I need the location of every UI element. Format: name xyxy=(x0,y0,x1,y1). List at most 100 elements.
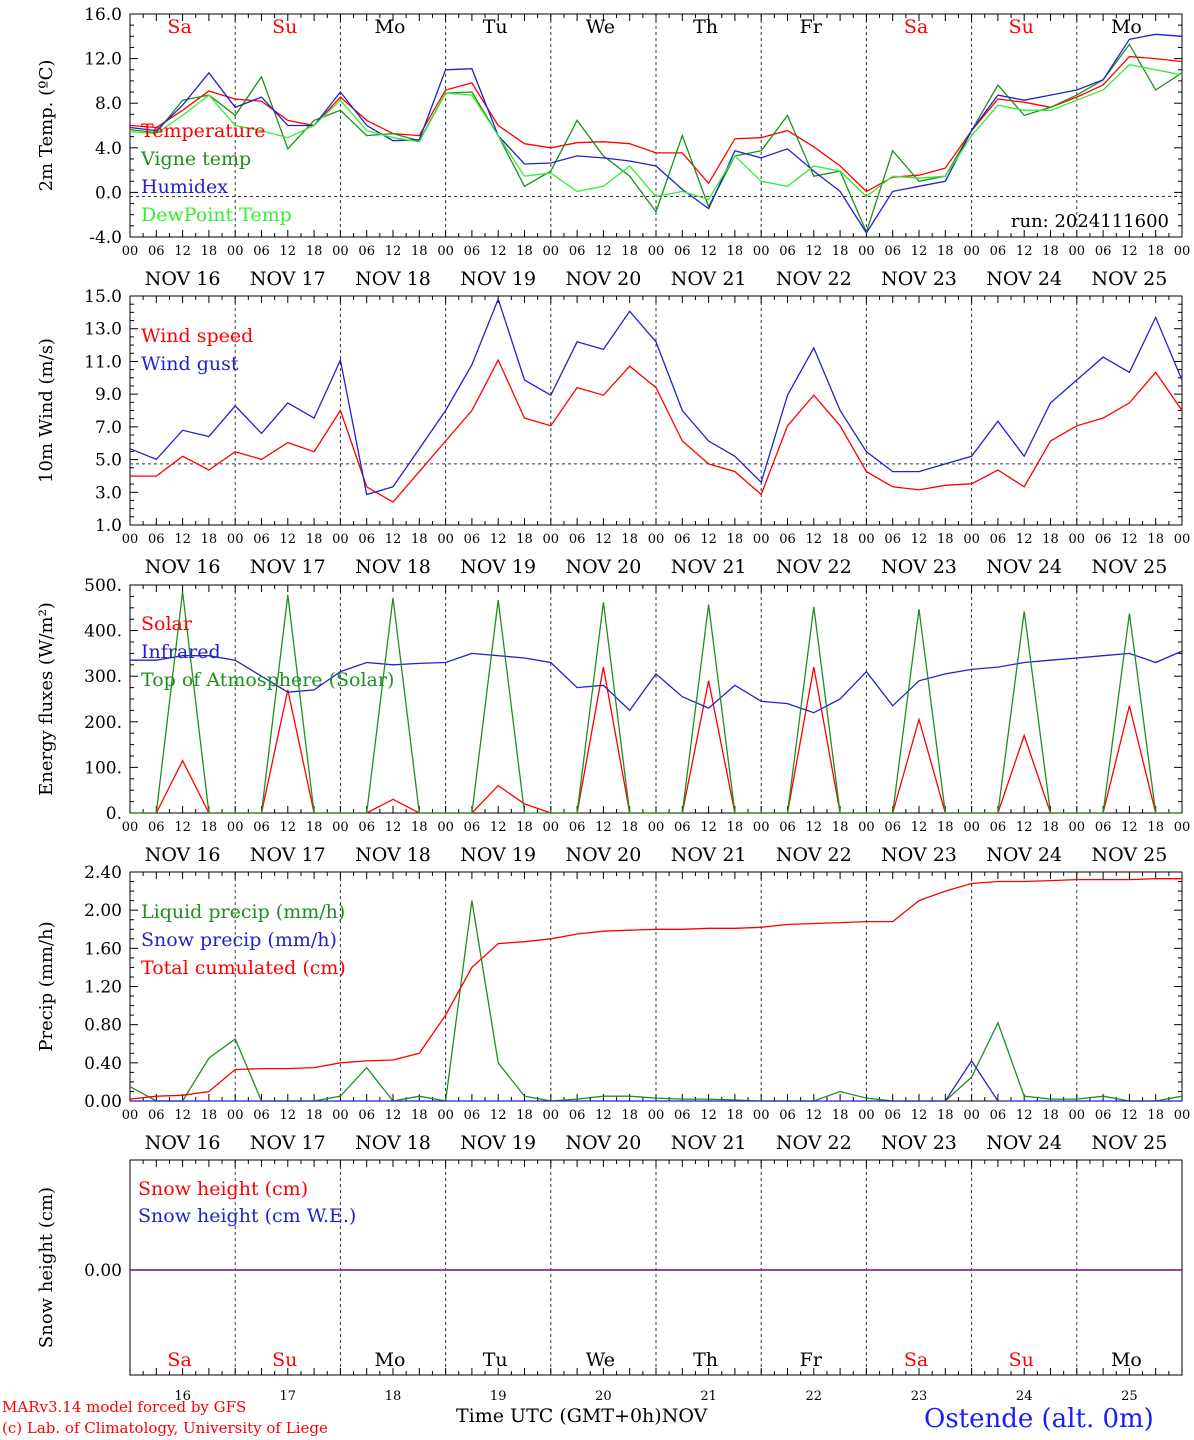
day-abbr-sa: Sa xyxy=(167,16,191,38)
panel-1-date-label: NOV 23 xyxy=(881,268,957,290)
panel-4-hour-label: 12 xyxy=(385,1108,402,1123)
panel-3-y-tick-label: 300. xyxy=(84,667,122,687)
panel-3-hour-label: 18 xyxy=(1147,820,1164,835)
panel-4-date-label: NOV 21 xyxy=(671,1132,747,1154)
panel-2-date-label: NOV 25 xyxy=(1091,556,1167,578)
panel-4-hour-label: 06 xyxy=(464,1108,481,1123)
panel-2-y-tick-label: 11.0 xyxy=(84,352,122,372)
panel-1-hour-label: 00 xyxy=(122,244,139,259)
panel-1-y-tick-label: 8.0 xyxy=(95,94,122,114)
panel-4-y-tick-label: 2.00 xyxy=(84,901,122,921)
panel-2-y-tick-label: 7.0 xyxy=(95,418,122,438)
panel-4-hour-label: 18 xyxy=(1147,1108,1164,1123)
panel-2-hour-label: 06 xyxy=(464,532,481,547)
panel-4-hour-label: 00 xyxy=(332,1108,349,1123)
panel-2-date-label: NOV 23 xyxy=(881,556,957,578)
panel-4-hour-label: 12 xyxy=(595,1108,612,1123)
panel-1-hour-label: 00 xyxy=(648,244,665,259)
panel-2-y-axis-label: 10m Wind (m/s) xyxy=(36,338,57,483)
panel-1-date-label: NOV 18 xyxy=(355,268,431,290)
panel-4-date-label: NOV 18 xyxy=(355,1132,431,1154)
panel-2-date-label: NOV 20 xyxy=(565,556,641,578)
panel-4-y-tick-label: 0.80 xyxy=(84,1016,122,1036)
panel-4-series-total-cumulated-cm xyxy=(129,878,1182,1100)
panel-4-legend-item: Snow precip (mm/h) xyxy=(141,929,337,951)
day-abbr-th: Th xyxy=(693,1349,718,1371)
panel-1-legend-item: Vigne temp xyxy=(140,148,251,170)
panel-3-hour-label: 00 xyxy=(1174,820,1191,835)
day-abbr-sa: Sa xyxy=(904,1349,928,1371)
day-abbr-su: Su xyxy=(272,16,297,38)
panel-4-hour-label: 12 xyxy=(1121,1108,1138,1123)
day-number-label: 21 xyxy=(700,1389,717,1404)
panel-1-hour-label: 18 xyxy=(1147,244,1164,259)
panel-1-y-tick-label: 12.0 xyxy=(84,50,122,70)
panel-1-legend-item: Humidex xyxy=(141,176,228,198)
panel-3-date-label: NOV 16 xyxy=(145,844,221,866)
panel-2-date-label: NOV 18 xyxy=(355,556,431,578)
panel-2-y-tick-label: 15.0 xyxy=(84,287,122,307)
panel-3-y-tick-label: 0. xyxy=(106,804,122,824)
panel-3-hour-label: 00 xyxy=(648,820,665,835)
panel-2-hour-label: 18 xyxy=(727,532,744,547)
day-abbr-su: Su xyxy=(272,1349,297,1371)
panel-1-hour-label: 18 xyxy=(727,244,744,259)
panel-1-hour-label: 12 xyxy=(280,244,297,259)
panel-1-hour-label: 12 xyxy=(911,244,928,259)
panel-2-hour-label: 00 xyxy=(753,532,770,547)
panel-4-date-label: NOV 16 xyxy=(145,1132,221,1154)
panel-1-hour-label: 00 xyxy=(1174,244,1191,259)
panel-2-date-label: NOV 24 xyxy=(986,556,1062,578)
panel-1-hour-label: 00 xyxy=(858,244,875,259)
day-number-label: 24 xyxy=(1016,1389,1033,1404)
panel-1-hour-label: 12 xyxy=(385,244,402,259)
lab-credit: (c) Lab. of Climatology, University of L… xyxy=(2,1419,328,1437)
panel-1-hour-label: 12 xyxy=(1121,244,1138,259)
panel-1-date-label: NOV 17 xyxy=(250,268,326,290)
panel-4-series-snow-precip-mm-h xyxy=(130,1059,1182,1102)
panel-1-date-label: NOV 20 xyxy=(565,268,641,290)
panel-4-hour-label: 18 xyxy=(201,1108,218,1123)
panel-3-hour-label: 00 xyxy=(753,820,770,835)
panel-2-date-label: NOV 21 xyxy=(671,556,747,578)
panel-2-hour-label: 12 xyxy=(700,532,717,547)
panel-1-hour-label: 18 xyxy=(306,244,323,259)
panel-3-date-label: NOV 25 xyxy=(1091,844,1167,866)
panel-2-hour-label: 06 xyxy=(358,532,375,547)
panel-1-hour-label: 00 xyxy=(437,244,454,259)
panel-3-hour-label: 06 xyxy=(253,820,270,835)
panel-1-date-label: NOV 19 xyxy=(460,268,536,290)
panel-1-hour-label: 18 xyxy=(1042,244,1059,259)
panel-4-hour-label: 06 xyxy=(358,1108,375,1123)
panel-2-hour-label: 00 xyxy=(332,532,349,547)
day-abbr-fr: Fr xyxy=(800,1349,823,1371)
panel-1-date-label: NOV 25 xyxy=(1091,268,1167,290)
panel-4-hour-label: 06 xyxy=(674,1108,691,1123)
panel-2-hour-label: 18 xyxy=(937,532,954,547)
panel-1-hour-label: 06 xyxy=(1095,244,1112,259)
panel-3-legend-item: Top of Atmosphere (Solar) xyxy=(141,669,394,691)
panel-3-date-label: NOV 20 xyxy=(565,844,641,866)
panel-2-hour-label: 00 xyxy=(1069,532,1086,547)
panel-1-hour-label: 00 xyxy=(227,244,244,259)
panel-2-hour-label: 06 xyxy=(253,532,270,547)
panel-4-legend-item: Total cumulated (cm) xyxy=(141,957,346,979)
panel-4-y-tick-label: 0.00 xyxy=(84,1092,122,1112)
panel-1-hour-label: 18 xyxy=(411,244,428,259)
panel-4-hour-label: 12 xyxy=(280,1108,297,1123)
panel-4-hour-label: 18 xyxy=(937,1108,954,1123)
panel-1-date-label: NOV 22 xyxy=(776,268,852,290)
panel-1-hour-label: 06 xyxy=(674,244,691,259)
panel-3-hour-label: 18 xyxy=(306,820,323,835)
panel-2-legend-item: Wind gust xyxy=(141,353,239,375)
panel-1-y-axis-label: 2m Temp. (ºC) xyxy=(36,60,57,192)
panel-2-hour-label: 12 xyxy=(911,532,928,547)
day-number-label: 23 xyxy=(911,1389,928,1404)
panel-4-date-label: NOV 22 xyxy=(776,1132,852,1154)
panel-1-series-temperature xyxy=(129,55,1183,193)
panel-3-hour-label: 00 xyxy=(437,820,454,835)
panel-2-date-label: NOV 19 xyxy=(460,556,536,578)
panel-2-hour-label: 12 xyxy=(1121,532,1138,547)
panel-1-hour-label: 06 xyxy=(358,244,375,259)
panel-3-legend-item: Solar xyxy=(141,613,193,635)
